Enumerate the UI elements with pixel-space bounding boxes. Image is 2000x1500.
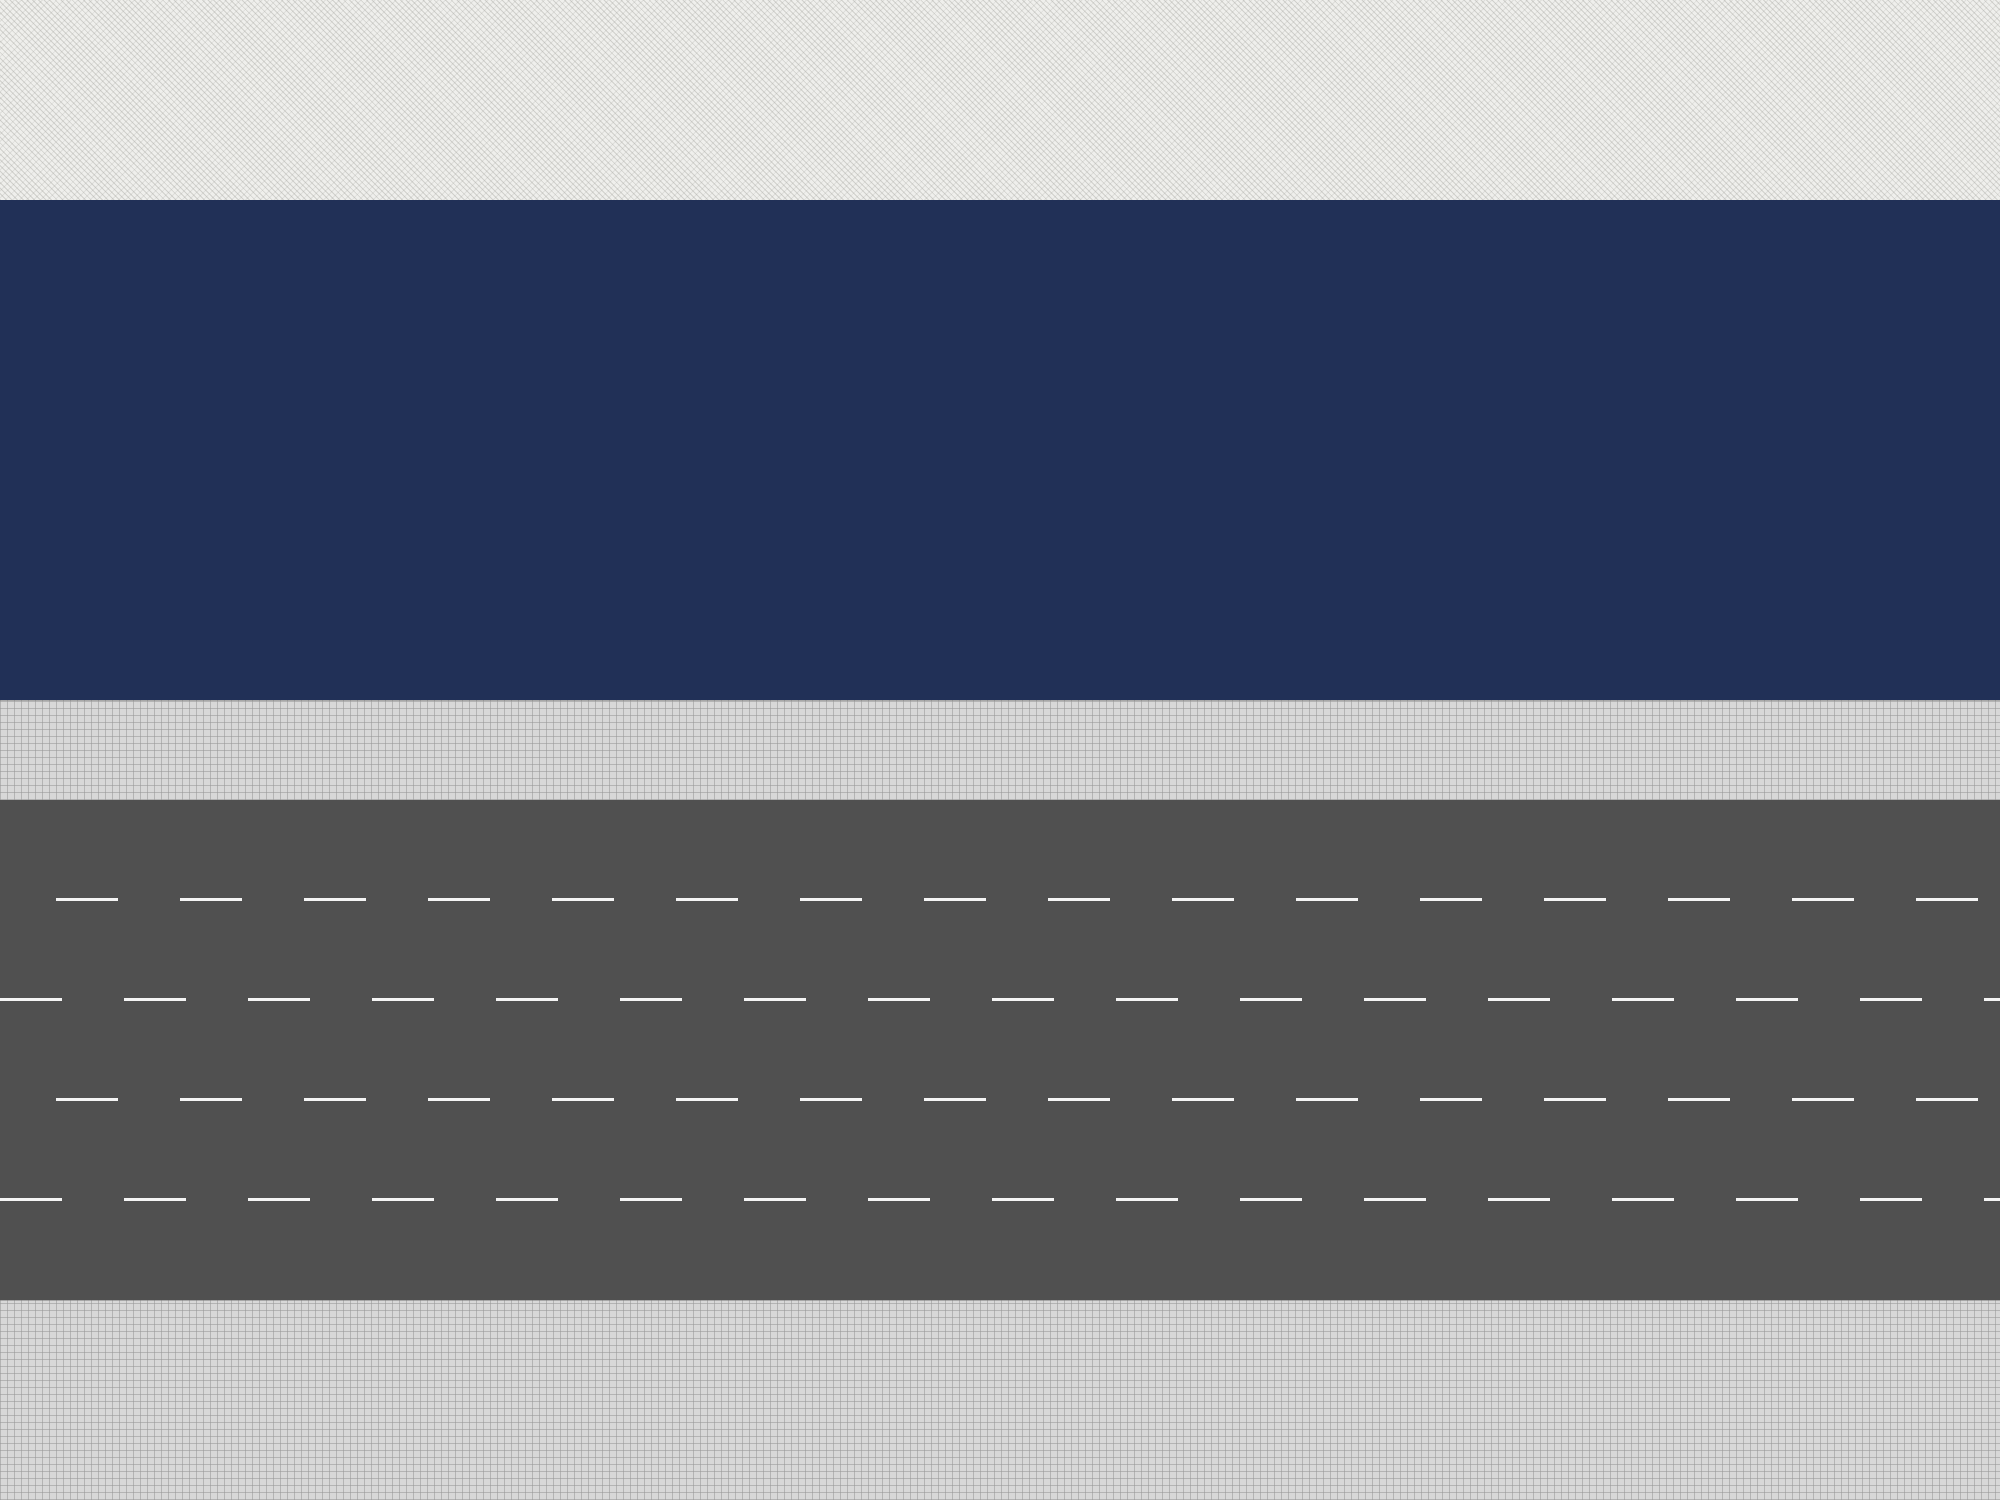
lane-dash (428, 898, 490, 901)
lane-dash (180, 1098, 242, 1101)
lane-dash (1736, 998, 1798, 1001)
lower-sidewalk (0, 1300, 2000, 1500)
lane-dash (1984, 998, 2000, 1001)
lane-dash (992, 998, 1054, 1001)
lane-dash (1364, 998, 1426, 1001)
lane-dash (1048, 898, 1110, 901)
lane-dash (428, 1098, 490, 1101)
lane-dash (1116, 998, 1178, 1001)
lane-dash (1420, 898, 1482, 901)
lane-dash (1364, 1198, 1426, 1201)
lane-dash (1488, 998, 1550, 1001)
road (0, 800, 2000, 1300)
lane-dash (924, 898, 986, 901)
lane-dash (744, 1198, 806, 1201)
lane-dash (1544, 898, 1606, 901)
lane-dash (304, 1098, 366, 1101)
lane-dash (1792, 898, 1854, 901)
lane-dash (372, 1198, 434, 1201)
river (0, 200, 2000, 700)
lane-dash (180, 898, 242, 901)
lane-dash (868, 1198, 930, 1201)
lane-dash (552, 1098, 614, 1101)
lane-dash (124, 998, 186, 1001)
lane-dash (1612, 998, 1674, 1001)
lane-dash (372, 998, 434, 1001)
upper-sidewalk (0, 700, 2000, 800)
lane-dash (1792, 1098, 1854, 1101)
lane-dash (1048, 1098, 1110, 1101)
lane-dash (1544, 1098, 1606, 1101)
lane-dash (1612, 1198, 1674, 1201)
lane-dash (1668, 1098, 1730, 1101)
lane-dash (924, 1098, 986, 1101)
lane-dash (304, 898, 366, 901)
lane-dash (1860, 998, 1922, 1001)
lane-dash (1172, 1098, 1234, 1101)
lane-dash (620, 1198, 682, 1201)
lane-dash (868, 998, 930, 1001)
lane-dash (1916, 1098, 1978, 1101)
lane-dash (800, 1098, 862, 1101)
lane-dash (248, 1198, 310, 1201)
lane-dash (1488, 1198, 1550, 1201)
lane-dash (1668, 898, 1730, 901)
sidewalk-edge (0, 1300, 2000, 1301)
top-sand-strip (0, 0, 2000, 200)
lane-dash (1296, 898, 1358, 901)
lane-dash (992, 1198, 1054, 1201)
lane-dash (56, 898, 118, 901)
lane-dash (1736, 1198, 1798, 1201)
lane-dash (676, 1098, 738, 1101)
lane-dash (1984, 1198, 2000, 1201)
lane-dash (1296, 1098, 1358, 1101)
lane-dash (248, 998, 310, 1001)
lane-dash (1916, 898, 1978, 901)
lane-dash (1240, 998, 1302, 1001)
lane-dash (496, 998, 558, 1001)
lane-dash (744, 998, 806, 1001)
lane-dash (1116, 1198, 1178, 1201)
lane-dash (800, 898, 862, 901)
lane-dash (676, 898, 738, 901)
lane-dash (56, 1098, 118, 1101)
lane-dash (496, 1198, 558, 1201)
lane-dash (1420, 1098, 1482, 1101)
lane-dash (620, 998, 682, 1001)
lane-dash (1240, 1198, 1302, 1201)
lane-dash (0, 998, 62, 1001)
lane-dash (124, 1198, 186, 1201)
lane-dash (1860, 1198, 1922, 1201)
lane-dash (552, 898, 614, 901)
lane-dash (1172, 898, 1234, 901)
sidewalk-edge (0, 700, 2000, 701)
lane-dash (0, 1198, 62, 1201)
